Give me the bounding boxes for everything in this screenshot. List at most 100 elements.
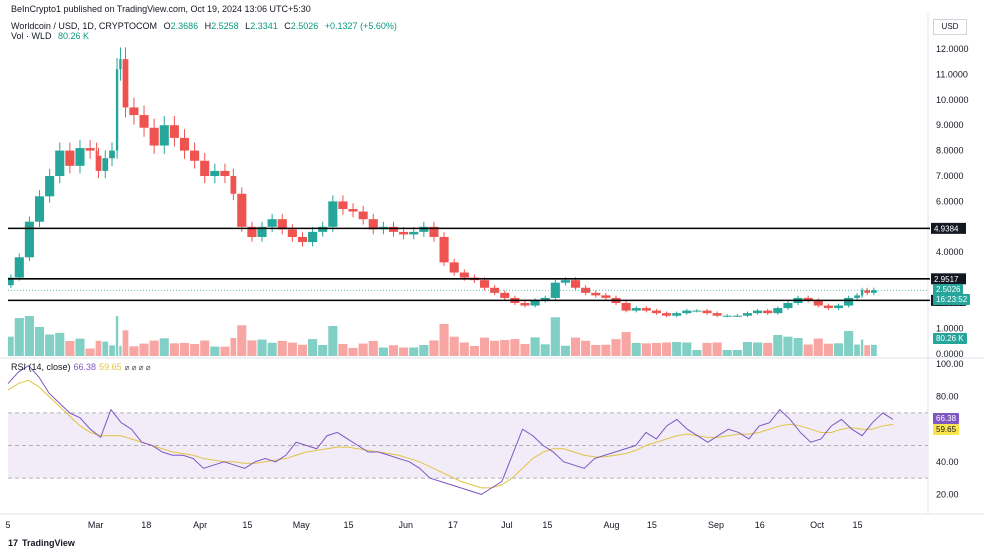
volume-bar xyxy=(102,341,109,356)
volume-bar xyxy=(257,339,267,356)
candle-body xyxy=(803,297,813,301)
currency-button[interactable]: USD xyxy=(933,19,967,35)
volume-legend: Vol · WLD 80.26 K xyxy=(11,31,89,41)
volume-bar xyxy=(45,334,55,356)
candle-body xyxy=(338,201,348,210)
candle-body xyxy=(210,170,220,176)
candle-body xyxy=(479,280,490,288)
candle-body xyxy=(871,290,877,293)
rsi-axis-tick: 100.00 xyxy=(936,359,964,369)
candle-body xyxy=(14,257,24,278)
volume-bar xyxy=(200,340,210,356)
price-axis-tick: 0.0000 xyxy=(936,349,964,359)
candle-body xyxy=(672,313,682,316)
volume-bar xyxy=(662,342,672,356)
volume-bar xyxy=(651,342,662,356)
candle-body xyxy=(631,308,641,311)
candle-body xyxy=(8,277,14,286)
volume-bar xyxy=(732,350,742,356)
candle-body xyxy=(844,297,854,306)
candle-body xyxy=(348,209,358,212)
candle-body xyxy=(773,308,783,314)
symbol-name[interactable]: Worldcoin / USD, 1D, CRYPTOCOM xyxy=(11,21,158,31)
candle-body xyxy=(540,297,550,301)
change-value: +0.1327 (+5.60%) xyxy=(324,21,397,31)
volume-bar xyxy=(520,344,530,356)
rsi-label[interactable]: RSI (14, close) xyxy=(11,362,71,372)
time-axis-tick: Jul xyxy=(501,520,513,530)
volume-bar xyxy=(409,347,419,356)
time-axis-tick: 15 xyxy=(242,520,252,530)
volume-bar xyxy=(871,344,877,356)
volume-bar xyxy=(348,347,358,356)
candle-body xyxy=(85,148,95,151)
time-axis-tick: 17 xyxy=(448,520,458,530)
candle-body xyxy=(277,219,287,230)
volume-bar xyxy=(159,338,169,356)
volume-bar xyxy=(55,332,65,356)
volume-bar xyxy=(722,350,732,356)
level-tag-bg xyxy=(931,273,966,285)
volume-bar xyxy=(237,325,247,356)
candle-body xyxy=(318,226,328,232)
volume-bar xyxy=(844,331,854,356)
candle-body xyxy=(823,305,833,309)
candle-body xyxy=(95,155,102,171)
candle-body xyxy=(308,231,318,243)
volume-bar xyxy=(388,345,399,356)
volume-bar xyxy=(328,326,338,356)
volume-bar xyxy=(14,318,24,356)
time-axis-tick: Mar xyxy=(88,520,104,530)
volume-bar xyxy=(419,345,429,356)
candle-body xyxy=(662,313,672,316)
rsi-axis-tick: 80.00 xyxy=(936,392,959,402)
volume-bar xyxy=(358,343,368,356)
price-axis-tick: 9.0000 xyxy=(936,120,964,130)
volume-bar xyxy=(773,335,783,356)
price-axis-tick: 4.0000 xyxy=(936,247,964,257)
candle-body xyxy=(833,305,844,309)
tradingview-logo[interactable]: 17 TradingView xyxy=(8,538,75,548)
candle-body xyxy=(287,229,297,237)
candle-body xyxy=(328,201,338,227)
volume-bar xyxy=(34,326,45,356)
published-by-line: BeInCrypto1 published on TradingView.com… xyxy=(11,4,311,14)
time-axis-tick: 15 xyxy=(647,520,657,530)
volume-bar xyxy=(560,345,570,356)
volume-bar xyxy=(210,346,220,356)
volume-bar xyxy=(308,339,318,356)
volume-bar xyxy=(318,345,328,356)
volume-bar xyxy=(490,340,500,356)
candle-body xyxy=(24,221,34,258)
volume-bar xyxy=(220,346,230,356)
settings-icons[interactable]: ⌀ ⌀ ⌀ ⌀ xyxy=(124,363,151,372)
candle-body xyxy=(763,310,773,314)
volume-bar xyxy=(449,336,459,356)
candle-body xyxy=(267,219,277,227)
candle-body xyxy=(459,272,469,278)
rsi-ma-value: 59.65 xyxy=(99,362,122,372)
candle-body xyxy=(119,59,122,70)
volume-bar xyxy=(179,342,190,356)
volume-bar xyxy=(297,344,308,356)
time-axis-tick: Sep xyxy=(708,520,724,530)
volume-bar xyxy=(540,344,550,356)
candle-body xyxy=(813,300,823,306)
candle-body xyxy=(159,125,169,146)
candle-body xyxy=(368,219,378,230)
volume-bar xyxy=(129,346,139,356)
volume-bar xyxy=(65,341,75,356)
time-axis-tick: Apr xyxy=(193,520,207,530)
level-tag-text: 2.9517 xyxy=(934,275,959,284)
volume-bar xyxy=(500,340,510,356)
candle-body xyxy=(139,115,149,128)
volume-bar xyxy=(378,347,388,356)
candle-body xyxy=(570,280,581,288)
volume-bar xyxy=(277,340,287,356)
volume-label: Vol · WLD xyxy=(11,31,52,41)
candle-body xyxy=(230,176,237,194)
candle-body xyxy=(449,262,459,273)
volume-bar xyxy=(641,343,651,356)
ohlc-legend: Worldcoin / USD, 1D, CRYPTOCOM O2.3686 H… xyxy=(11,21,397,31)
